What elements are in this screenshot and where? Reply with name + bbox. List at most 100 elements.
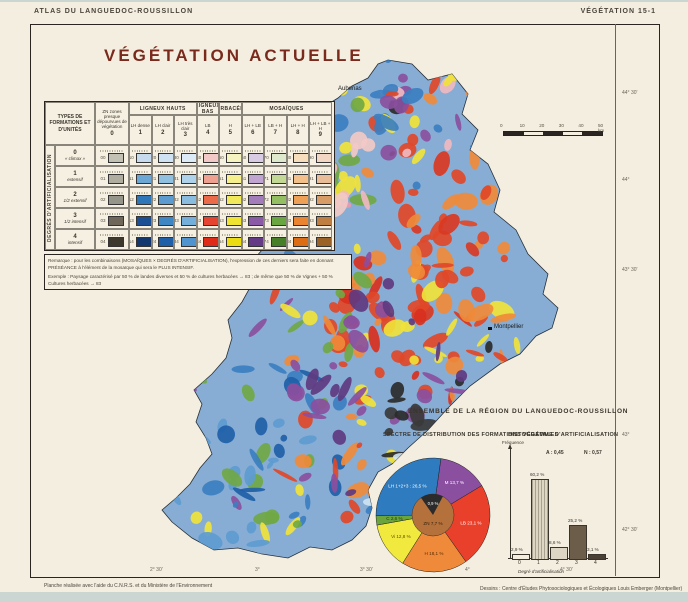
city-label: Aubenas (338, 86, 362, 92)
legend-cell-swatch-row: 00 (100, 152, 124, 163)
legend-cell-microtext (132, 212, 149, 215)
legend-cell: 92 (309, 187, 332, 208)
legend-cell-code: 70 (264, 155, 269, 160)
legend-cell-swatch (135, 152, 151, 163)
bar-degree-3 (569, 524, 587, 560)
legend-column-name: LB (204, 123, 211, 129)
legend-column-header: LH + LB 6 (241, 115, 264, 145)
legend-cell-code: 91 (309, 176, 314, 181)
legend-cell: 53 (219, 208, 242, 229)
legend-cell-microtext (267, 212, 284, 215)
legend-cell-code: 84 (286, 239, 292, 244)
legend-cell: 14 (129, 229, 152, 250)
pie-slice-label: M 13,7 % (445, 480, 464, 485)
legend-zn-header: ZN zones presque dépourvues de végétatio… (95, 102, 129, 145)
legend-column-code: 2 (161, 129, 165, 136)
legend-cell-swatch (270, 173, 286, 184)
legend-cell: 83 (286, 208, 309, 229)
bar-chart-x-label: Degré d'artificialisation (518, 569, 565, 574)
legend-cell: 82 (286, 187, 309, 208)
legend-cell: 22 (151, 187, 174, 208)
legend-cell: 81 (286, 166, 309, 187)
legend-cell-swatch (270, 152, 286, 163)
legend-cell-swatch-row: 81 (287, 173, 309, 184)
legend-cell-microtext (267, 233, 284, 236)
legend-cell-code: 52 (219, 197, 224, 202)
legend-cell-swatch (180, 215, 196, 226)
legend-cell: 03 (95, 208, 129, 229)
legend-cell-swatch-row: 41 (196, 173, 219, 184)
legend-cell: 64 (241, 229, 264, 250)
legend-cell-swatch (107, 152, 124, 163)
legend-degree-name: « climax » (64, 156, 86, 161)
legend-cell-swatch-row: 53 (220, 215, 241, 226)
legend-cell: 73 (264, 208, 287, 229)
legend-cell-swatch (315, 152, 331, 163)
pie-center-wedge-label: 0,9 % (428, 501, 439, 506)
legend-cell-code: 94 (309, 239, 314, 244)
legend-cell-microtext (289, 233, 306, 236)
legend-cell-swatch (180, 194, 196, 205)
legend-cell: 30 (174, 145, 197, 166)
legend-degree-name: intensif (67, 240, 83, 245)
legend-cell-swatch-row: 31 (175, 173, 196, 184)
legend-cell-swatch (293, 173, 309, 184)
scale-bar-segment (582, 132, 602, 135)
legend-zn-text: ZN zones presque dépourvues de végétatio… (97, 109, 127, 129)
legend-cell-swatch-row: 21 (152, 173, 174, 184)
legend-cell-code: 83 (286, 218, 292, 223)
map-neatline (615, 24, 616, 576)
legend-column-name: LH + H (290, 123, 305, 129)
legend-cell: 52 (219, 187, 242, 208)
legend-cell-code: 41 (196, 176, 202, 181)
legend-cell-code: 61 (241, 176, 247, 181)
bar-category-label: 4 (594, 560, 597, 566)
legend-cell-swatch (293, 236, 309, 247)
legend-cell-code: 92 (309, 197, 314, 202)
pie-slice-label: LB 23,1 % (460, 520, 481, 525)
scale-bar-tick-label: 0 (500, 123, 503, 128)
legend-cell-microtext (312, 233, 329, 236)
legend-cell: 31 (174, 166, 197, 187)
legend-cell-swatch-row: 92 (309, 194, 331, 205)
legend-degree-number: 1 (73, 171, 77, 177)
legend-cell-microtext (154, 149, 171, 152)
legend-degree-number: 2 (73, 192, 77, 198)
legend-cell-swatch (203, 194, 219, 205)
legend-cell-swatch-row: 11 (130, 173, 151, 184)
legend-cell-code: 33 (174, 218, 179, 223)
legend-cell: 23 (151, 208, 174, 229)
legend-cell-code: 50 (219, 155, 224, 160)
legend-cell-microtext (267, 170, 284, 173)
legend-cell-swatch (180, 152, 196, 163)
legend-column-name: LH très clair (177, 120, 193, 131)
legend-cell-swatch (107, 215, 124, 226)
legend-column-code: 5 (228, 129, 232, 136)
graticule-label-right: 43° 30' (622, 267, 638, 273)
legend-cell-microtext (99, 212, 125, 215)
legend-cell-swatch (315, 173, 331, 184)
legend-cell-swatch-row: 10 (130, 152, 151, 163)
legend-cell-swatch-row: 40 (197, 152, 219, 163)
region-ensemble-title: ENSEMBLE DE LA RÉGION DU LANGUEDOC-ROUSS… (408, 408, 629, 415)
legend-remark: Remarque : pour les combinaisons (MOSAÏQ… (48, 258, 334, 271)
legend-cell-swatch (158, 173, 174, 184)
legend-cell-swatch (248, 173, 264, 184)
legend-cell-microtext (222, 233, 239, 236)
legend-cell-microtext (289, 191, 306, 194)
legend-cell-swatch (293, 194, 309, 205)
bar-chart: Fréquence Degré d'artificialisation A : … (500, 440, 620, 582)
legend-cell-code: 60 (241, 155, 247, 160)
legend-group-header: LIGNEUX BAS (196, 102, 219, 115)
legend-zn-code: 0 (110, 130, 114, 137)
scale-bar-labels: 0 10 20 30 40 50 km (500, 123, 610, 133)
legend-cell: 80 (286, 145, 309, 166)
pie-center-wedge (420, 494, 443, 515)
city-dot (488, 327, 492, 330)
pie-slice-LB (432, 485, 491, 562)
legend-cell-swatch (107, 194, 124, 205)
legend-cell-swatch (158, 152, 174, 163)
legend-cell-swatch (248, 194, 264, 205)
